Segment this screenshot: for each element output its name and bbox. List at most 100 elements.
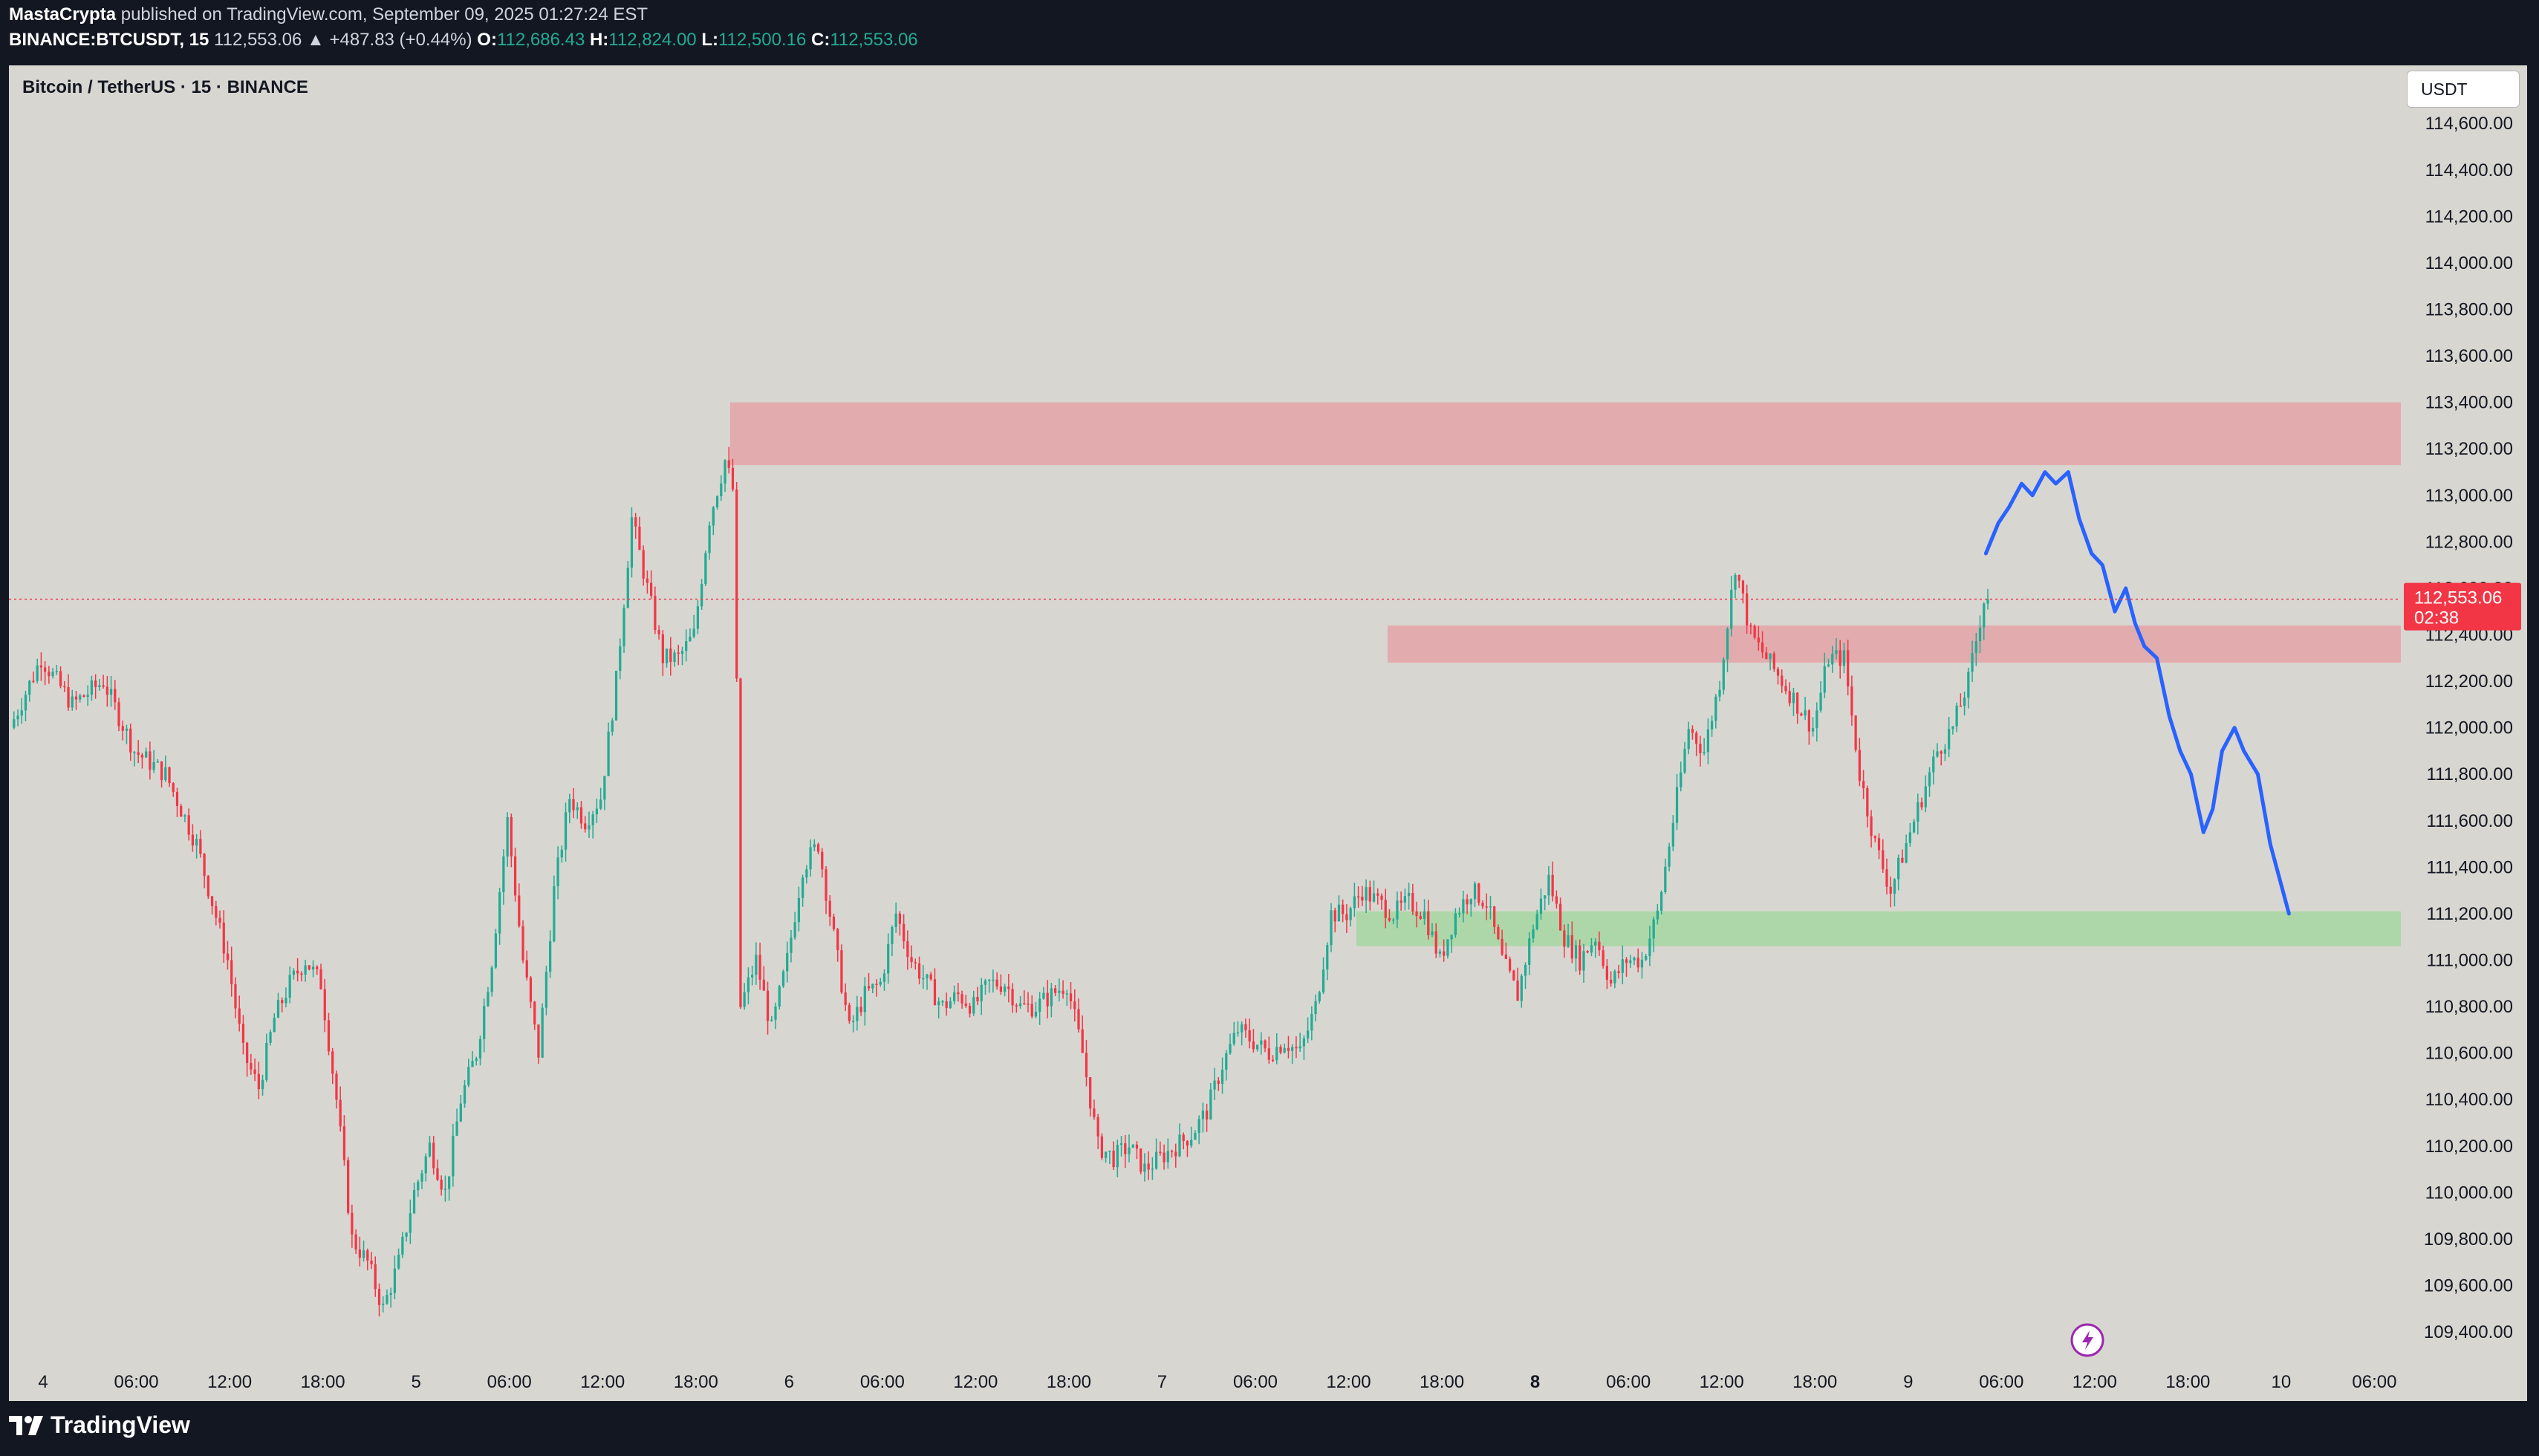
candle[interactable] (109, 675, 113, 707)
candle[interactable] (844, 983, 847, 1011)
candle[interactable] (102, 675, 105, 689)
resistance-zone-0[interactable] (729, 402, 2401, 466)
candle[interactable] (1321, 957, 1325, 995)
candle[interactable] (1971, 640, 1974, 682)
candle[interactable] (1917, 793, 1919, 835)
candle[interactable] (28, 680, 31, 702)
candle[interactable] (968, 1003, 972, 1018)
candle[interactable] (1629, 955, 1632, 969)
candle[interactable] (1551, 861, 1554, 902)
candle[interactable] (960, 990, 963, 1009)
candle[interactable] (455, 1108, 458, 1137)
candle[interactable] (735, 481, 738, 683)
candle[interactable] (308, 965, 311, 971)
candle[interactable] (766, 981, 770, 1035)
candle[interactable] (292, 968, 296, 980)
candle[interactable] (417, 1179, 420, 1197)
candle[interactable] (945, 992, 948, 1016)
candle[interactable] (1427, 900, 1430, 940)
candle[interactable] (685, 629, 688, 662)
candle[interactable] (867, 972, 871, 992)
candle[interactable] (222, 910, 225, 963)
candle[interactable] (238, 995, 241, 1032)
candle[interactable] (20, 698, 23, 724)
candle[interactable] (409, 1199, 412, 1244)
candle[interactable] (1077, 998, 1080, 1033)
candle[interactable] (1858, 738, 1861, 787)
candle[interactable] (793, 911, 796, 940)
candle[interactable] (1807, 709, 1810, 745)
candle[interactable] (790, 929, 793, 963)
candle[interactable] (133, 750, 136, 767)
candle[interactable] (51, 668, 54, 679)
candle[interactable] (1166, 1138, 1169, 1169)
candle[interactable] (362, 1240, 365, 1262)
candle[interactable] (599, 787, 602, 810)
candle[interactable] (743, 983, 746, 1010)
candle[interactable] (1131, 1144, 1134, 1148)
candle[interactable] (316, 965, 319, 975)
candle[interactable] (910, 945, 913, 969)
candle[interactable] (999, 974, 1003, 995)
candle[interactable] (1100, 1133, 1104, 1160)
candle[interactable] (1544, 894, 1547, 911)
candle[interactable] (1298, 1033, 1301, 1052)
candle[interactable] (1501, 929, 1503, 956)
candle[interactable] (71, 689, 74, 711)
candle[interactable] (1983, 602, 1986, 640)
candle[interactable] (933, 968, 937, 1006)
candle[interactable] (1252, 1029, 1255, 1053)
candle[interactable] (335, 1070, 338, 1109)
candle[interactable] (1877, 833, 1881, 859)
candle[interactable] (1609, 971, 1613, 987)
candle[interactable] (269, 1030, 272, 1046)
candle[interactable] (210, 895, 214, 915)
candle[interactable] (1788, 682, 1791, 706)
resistance-zone-1[interactable] (1387, 625, 2401, 663)
candle[interactable] (1850, 675, 1853, 726)
candle[interactable] (276, 992, 280, 1018)
candle[interactable] (1815, 702, 1818, 742)
candle[interactable] (560, 845, 563, 863)
candle[interactable] (1190, 1126, 1193, 1148)
candle[interactable] (1633, 956, 1636, 966)
candle[interactable] (1318, 990, 1321, 1004)
candle[interactable] (490, 965, 493, 997)
candle[interactable] (1481, 900, 1484, 909)
candle[interactable] (79, 693, 82, 703)
candle[interactable] (1547, 865, 1550, 906)
candle[interactable] (553, 875, 556, 943)
candle[interactable] (24, 690, 27, 721)
candle[interactable] (230, 946, 233, 997)
candle[interactable] (1376, 888, 1379, 905)
candle[interactable] (984, 978, 987, 995)
candle[interactable] (715, 495, 719, 510)
candle[interactable] (1260, 1032, 1263, 1055)
candle[interactable] (1854, 715, 1857, 753)
candle[interactable] (1613, 969, 1616, 989)
candle[interactable] (246, 1041, 249, 1077)
candle[interactable] (487, 987, 490, 1007)
candle[interactable] (475, 1056, 478, 1066)
candle[interactable] (377, 1283, 381, 1317)
candle[interactable] (1046, 980, 1049, 1018)
candle[interactable] (1625, 957, 1628, 977)
candle[interactable] (199, 830, 202, 858)
candle[interactable] (1062, 980, 1064, 999)
candle[interactable] (556, 846, 559, 900)
candle[interactable] (105, 676, 108, 707)
candle[interactable] (1516, 967, 1519, 1001)
candle[interactable] (564, 802, 568, 862)
candle[interactable] (300, 971, 303, 982)
candle[interactable] (1659, 890, 1663, 915)
candle[interactable] (1310, 1006, 1313, 1041)
candle[interactable] (1337, 895, 1341, 922)
candle[interactable] (689, 628, 692, 642)
candle[interactable] (1586, 950, 1589, 954)
candle[interactable] (1108, 1150, 1111, 1164)
candle[interactable] (1209, 1082, 1212, 1120)
candle[interactable] (622, 604, 625, 653)
candle[interactable] (13, 711, 16, 729)
candle[interactable] (1873, 835, 1876, 842)
candle[interactable] (1567, 923, 1570, 949)
